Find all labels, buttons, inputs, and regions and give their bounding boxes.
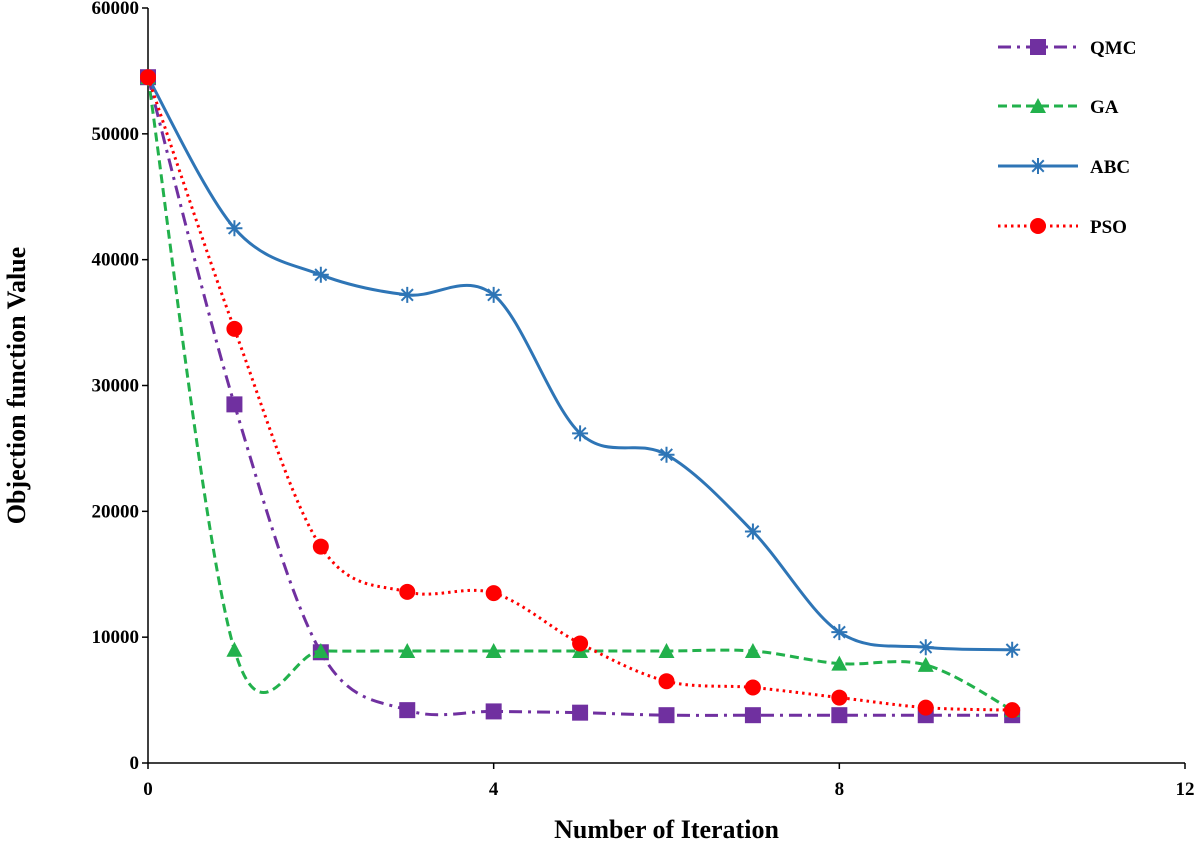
data-point-ga	[831, 655, 848, 671]
data-point-pso	[917, 699, 934, 716]
data-point-abc	[399, 286, 416, 303]
data-point-qmc	[485, 703, 502, 720]
series-ga	[140, 69, 1021, 718]
x-axis-ticks: 0 4 8 12	[143, 763, 1195, 800]
data-point-pso	[226, 320, 243, 337]
legend-label: PSO	[1090, 217, 1127, 238]
data-point-abc	[1004, 641, 1021, 658]
legend-marker	[1030, 39, 1046, 55]
data-point-pso	[485, 585, 502, 602]
data-point-abc	[572, 425, 589, 442]
data-point-ga	[658, 643, 675, 659]
data-point-ga	[399, 643, 416, 659]
data-point-pso	[744, 679, 761, 696]
data-point-qmc	[831, 707, 848, 724]
series-qmc	[140, 69, 1021, 724]
y-axis-title: Objection function Value	[2, 247, 31, 524]
legend-label: GA	[1090, 97, 1119, 118]
data-point-pso	[399, 583, 416, 600]
x-tick-label: 0	[143, 779, 153, 800]
series-line-ga	[146, 76, 1013, 712]
data-point-ga	[226, 641, 243, 657]
data-point-qmc	[572, 704, 589, 721]
legend-item-qmc: QMC	[998, 38, 1136, 59]
x-tick-label: 8	[835, 779, 845, 800]
series-abc	[140, 69, 1021, 658]
legend-item-ga: GA	[998, 97, 1119, 118]
series-line-pso	[146, 76, 1013, 712]
series-group	[140, 69, 1021, 724]
data-point-ga	[917, 656, 934, 672]
y-axis-ticks: 0 10000 20000 30000 40000 50000 60000	[92, 0, 148, 774]
data-point-qmc	[399, 702, 416, 719]
data-point-qmc	[226, 396, 243, 413]
legend-label: QMC	[1090, 38, 1136, 59]
legend-marker	[1030, 98, 1046, 113]
data-point-abc	[744, 523, 761, 540]
data-point-abc	[917, 639, 934, 656]
data-point-abc	[312, 266, 329, 283]
legend: QMC GA ABC PSO	[998, 38, 1136, 238]
series-pso	[140, 69, 1021, 719]
x-tick-label: 12	[1176, 779, 1195, 800]
y-tick-label: 10000	[92, 627, 140, 648]
data-point-ga	[485, 643, 502, 659]
data-point-abc	[831, 624, 848, 641]
series-line-qmc	[146, 76, 1013, 717]
y-tick-label: 0	[130, 753, 140, 774]
data-point-pso	[831, 689, 848, 706]
x-tick-label: 4	[489, 779, 499, 800]
data-point-abc	[658, 446, 675, 463]
legend-marker	[1030, 158, 1046, 174]
x-axis-title: Number of Iteration	[554, 815, 779, 843]
legend-item-pso: PSO	[998, 217, 1127, 238]
y-tick-label: 60000	[92, 0, 140, 19]
legend-label: ABC	[1090, 157, 1130, 178]
series-line-abc	[146, 76, 1013, 652]
data-point-pso	[658, 673, 675, 690]
data-point-abc	[226, 220, 243, 237]
y-tick-label: 30000	[92, 376, 140, 397]
data-point-qmc	[658, 707, 675, 724]
data-point-ga	[312, 643, 329, 659]
data-point-pso	[1004, 702, 1021, 719]
y-tick-label: 20000	[92, 501, 140, 522]
data-point-pso	[312, 538, 329, 555]
y-tick-label: 40000	[92, 250, 140, 271]
data-point-ga	[744, 643, 761, 659]
y-tick-label: 50000	[92, 124, 140, 145]
legend-item-abc: ABC	[998, 157, 1130, 178]
data-point-qmc	[744, 707, 761, 724]
legend-marker	[1030, 218, 1046, 234]
data-point-pso	[140, 69, 156, 86]
data-point-abc	[485, 286, 502, 303]
data-point-pso	[572, 635, 589, 652]
